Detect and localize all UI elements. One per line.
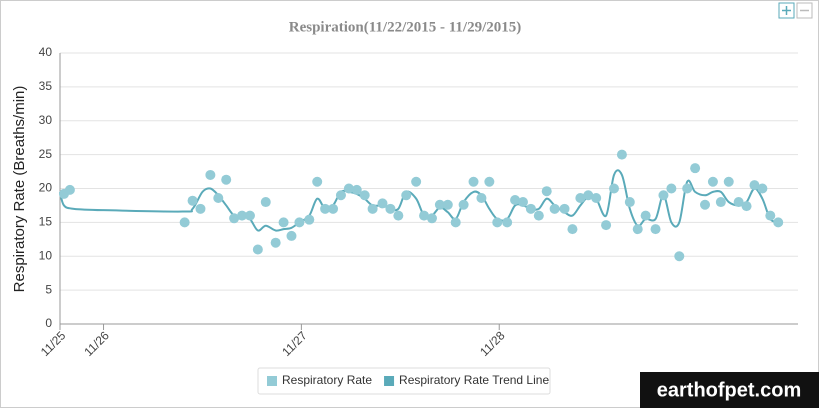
legend-box — [257, 367, 551, 395]
y-tick-label: 5 — [45, 282, 52, 296]
legend-swatch — [384, 376, 395, 386]
point — [502, 217, 513, 228]
point — [64, 184, 75, 195]
point — [757, 183, 768, 194]
point — [367, 203, 378, 214]
watermark: earthofpet.com — [657, 379, 801, 401]
point — [278, 217, 289, 228]
point — [749, 180, 760, 191]
y-axis-label: Respiratory Rate (Breaths/min) — [11, 86, 28, 293]
point — [549, 203, 560, 214]
y-tick-label: 25 — [39, 147, 53, 161]
point — [583, 190, 594, 201]
point — [419, 210, 430, 221]
point — [294, 217, 305, 228]
point — [187, 195, 198, 206]
point — [567, 224, 578, 235]
point — [343, 183, 354, 194]
point — [312, 176, 323, 187]
point — [484, 176, 495, 187]
point — [270, 237, 281, 248]
point — [608, 183, 619, 194]
point — [434, 199, 445, 210]
point — [286, 230, 297, 241]
y-tick-label: 40 — [39, 45, 53, 59]
legend-swatch — [267, 376, 277, 386]
point — [244, 210, 255, 221]
point — [237, 210, 248, 221]
point — [401, 190, 412, 201]
point — [690, 163, 701, 174]
y-tick-label: 30 — [39, 113, 53, 127]
point — [723, 176, 734, 187]
point — [229, 213, 240, 224]
point — [533, 210, 544, 221]
point — [213, 192, 224, 203]
y-tick-label: 35 — [39, 79, 53, 93]
point — [559, 203, 570, 214]
point — [700, 199, 711, 210]
point — [575, 192, 586, 203]
point — [320, 203, 331, 214]
point — [591, 192, 602, 203]
y-tick-label: 15 — [39, 215, 53, 229]
point — [632, 224, 643, 235]
point — [304, 214, 315, 225]
point — [525, 203, 536, 214]
point — [335, 190, 346, 201]
point — [492, 217, 503, 228]
point — [450, 217, 461, 228]
point — [741, 201, 752, 212]
y-tick-label: 0 — [45, 316, 52, 330]
watermark-box — [640, 372, 819, 408]
point — [377, 198, 388, 209]
point — [765, 210, 776, 221]
y-tick-label: 10 — [39, 248, 53, 262]
chart-title: Respiration(11/22/2015 - 11/29/2015) — [289, 19, 522, 35]
point — [205, 169, 216, 180]
point — [674, 251, 685, 262]
point — [541, 186, 552, 197]
point — [601, 220, 612, 231]
point — [468, 176, 479, 187]
legend-label: Respiratory Rate — [282, 373, 372, 387]
point — [351, 184, 362, 195]
point — [359, 190, 370, 201]
point — [195, 203, 206, 214]
point — [682, 183, 693, 194]
point — [666, 183, 677, 194]
point — [476, 192, 487, 203]
point — [385, 203, 396, 214]
point — [411, 176, 422, 187]
legend-label: Respiratory Rate Trend Line — [399, 373, 549, 387]
point — [650, 224, 661, 235]
point — [658, 190, 669, 201]
point — [221, 174, 232, 185]
point — [179, 217, 190, 228]
y-tick-label: 20 — [39, 181, 53, 195]
point — [707, 176, 718, 187]
point — [616, 149, 627, 160]
point — [260, 197, 271, 208]
point — [773, 217, 784, 228]
point — [442, 199, 453, 210]
point — [426, 213, 437, 224]
point — [393, 210, 404, 221]
point — [733, 197, 744, 208]
point — [510, 195, 521, 206]
point — [252, 244, 263, 255]
point — [458, 199, 469, 210]
zoom-out[interactable] — [796, 2, 813, 19]
point — [624, 197, 635, 208]
zoom-in[interactable] — [778, 2, 795, 19]
point — [328, 203, 339, 214]
point — [715, 197, 726, 208]
point — [517, 197, 528, 208]
point — [640, 210, 651, 221]
